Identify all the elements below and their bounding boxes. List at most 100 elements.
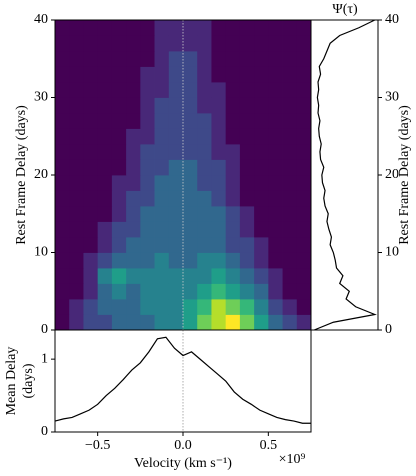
heatmap-cell — [282, 221, 298, 238]
heatmap-cell — [154, 237, 170, 253]
heatmap-cell — [140, 82, 155, 98]
heatmap-cell — [183, 221, 198, 238]
heatmap-cell — [239, 314, 255, 331]
heatmap-cell — [254, 268, 269, 284]
heatmap-cell — [69, 237, 84, 253]
heatmap-cell — [97, 190, 113, 207]
heatmap-cell — [282, 175, 298, 191]
heatmap-cell — [154, 144, 170, 160]
heatmap-cell — [239, 128, 255, 145]
heatmap-cell — [282, 314, 298, 331]
heatmap-cell — [154, 97, 170, 114]
heatmap-cell — [296, 51, 312, 67]
heatmap-cell — [239, 97, 255, 114]
heatmap-cell — [296, 252, 312, 269]
heatmap-cell — [282, 159, 298, 176]
heatmap-cell — [225, 144, 241, 160]
heatmap-cell — [97, 268, 113, 284]
heatmap-cell — [97, 97, 113, 114]
heatmap-cell — [254, 159, 269, 176]
heatmap-cell — [83, 314, 99, 331]
heatmap-cell — [111, 237, 127, 253]
heatmap-cell — [154, 252, 170, 269]
heatmap-cell — [111, 51, 127, 67]
heatmap-cell — [197, 314, 212, 331]
heatmap-cell — [211, 237, 227, 253]
heatmap-cell — [197, 113, 212, 129]
heatmap-cell — [69, 159, 84, 176]
heatmap-cell — [197, 144, 212, 160]
heatmap-cell — [268, 221, 283, 238]
heatmap-cell — [296, 144, 312, 160]
heatmap-cell — [282, 35, 298, 52]
heatmap-cell — [211, 206, 227, 222]
heatmap-cell — [254, 190, 269, 207]
heatmap-cell — [254, 66, 269, 83]
heatmap-cell — [140, 128, 155, 145]
heatmap-cell — [211, 144, 227, 160]
y-tick-label: 40 — [385, 12, 399, 27]
heatmap-cell — [154, 66, 170, 83]
heatmap-cell — [168, 299, 184, 315]
heatmap-cell — [268, 82, 283, 98]
heatmap-cell — [211, 252, 227, 269]
heatmap-cell — [254, 206, 269, 222]
heatmap-cell — [282, 97, 298, 114]
heatmap-cell — [239, 20, 255, 36]
heatmap-cell — [111, 66, 127, 83]
heatmap-cell — [168, 35, 184, 52]
heatmap-cell — [225, 159, 241, 176]
heatmap-cell — [254, 128, 269, 145]
heatmap-cell — [197, 252, 212, 269]
heatmap-cell — [268, 51, 283, 67]
heatmap-cell — [83, 190, 99, 207]
heatmap-cell — [211, 82, 227, 98]
heatmap-cell — [197, 190, 212, 207]
heatmap-cell — [111, 175, 127, 191]
heatmap-cell — [69, 66, 84, 83]
heatmap-cell — [211, 190, 227, 207]
heatmap-cell — [126, 283, 141, 300]
heatmap-cell — [254, 252, 269, 269]
heatmap-cell — [296, 82, 312, 98]
heatmap-cell — [83, 97, 99, 114]
heatmap-cell — [239, 175, 255, 191]
heatmap-cell — [239, 237, 255, 253]
heatmap-cell — [183, 252, 198, 269]
heatmap-cell — [126, 35, 141, 52]
y-tick-label: 30 — [385, 90, 399, 105]
psi-line — [313, 19, 377, 331]
heatmap-cell — [83, 35, 99, 52]
heatmap-cell — [296, 20, 312, 36]
heatmap-cell — [83, 299, 99, 315]
heatmap-cell — [225, 283, 241, 300]
y-tick-label: 0 — [385, 322, 392, 337]
y-tick-label: 10 — [34, 245, 48, 260]
heatmap-cell — [296, 268, 312, 284]
heatmap-cell — [168, 144, 184, 160]
heatmap-cell — [183, 190, 198, 207]
heatmap-cell — [268, 190, 283, 207]
heatmap-cell — [197, 175, 212, 191]
heatmap-cell — [83, 113, 99, 129]
heatmap-cell — [225, 221, 241, 238]
heatmap-cell — [282, 128, 298, 145]
heatmap-cell — [268, 159, 283, 176]
heatmap-cell — [239, 221, 255, 238]
y-tick-label: 1 — [41, 351, 48, 366]
heatmap-cell — [154, 128, 170, 145]
heatmap-cell — [126, 175, 141, 191]
heatmap-cell — [83, 66, 99, 83]
heatmap-cell — [168, 221, 184, 238]
heatmap-cell — [55, 35, 70, 52]
y-axis-label: Rest Frame Delay (days) — [14, 105, 29, 245]
heatmap-cell — [282, 20, 298, 36]
heatmap-cell — [225, 113, 241, 129]
heatmap-cell — [83, 283, 99, 300]
heatmap-cell — [254, 113, 269, 129]
heatmap-cell — [140, 221, 155, 238]
y-tick-label: 0 — [41, 322, 48, 337]
heatmap-cell — [97, 283, 113, 300]
heatmap-cell — [168, 206, 184, 222]
heatmap-cell — [211, 159, 227, 176]
